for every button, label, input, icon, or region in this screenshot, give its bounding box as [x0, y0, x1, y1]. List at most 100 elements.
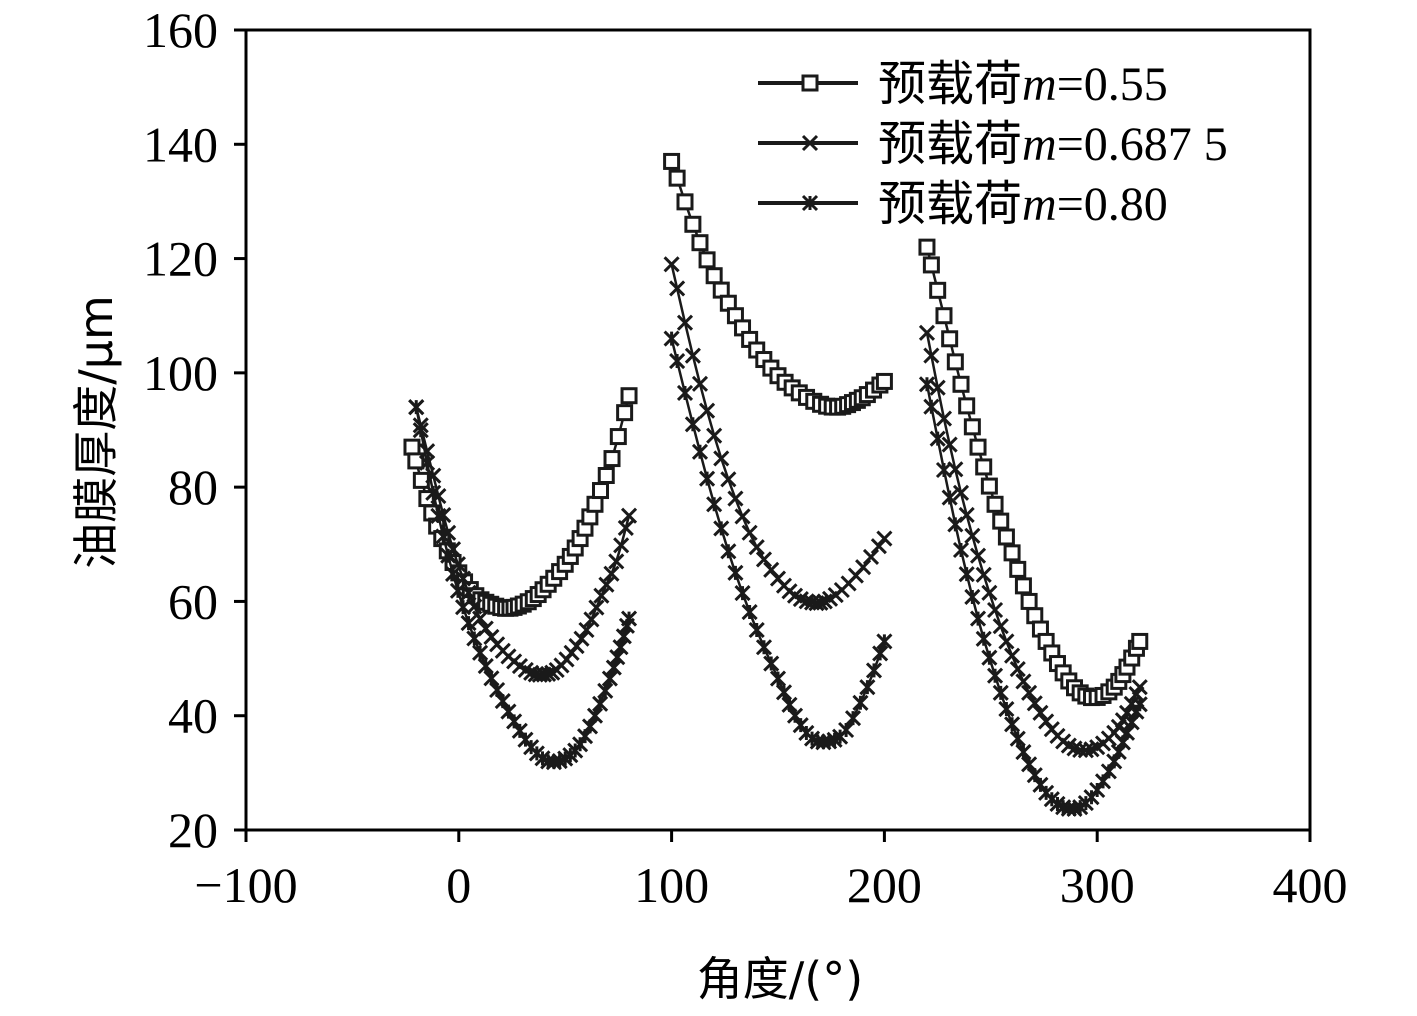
series-3-point — [918, 376, 936, 393]
y-axis-title: 油膜厚度/μm — [69, 295, 123, 569]
series-2-point — [935, 410, 953, 427]
y-tick-label: 160 — [143, 2, 218, 58]
series-1-point — [603, 450, 621, 468]
series-2-point — [1131, 679, 1148, 696]
series-2-point — [855, 559, 872, 576]
series-1-point — [597, 467, 615, 485]
legend-label-3: 预载荷m=0.80 — [878, 176, 1168, 232]
series-3-point — [952, 541, 970, 559]
series-2-point — [1032, 704, 1049, 721]
series-layer — [403, 152, 1149, 818]
series-3-point — [720, 543, 737, 560]
series-1-point — [609, 428, 627, 446]
series-2-point — [748, 539, 765, 556]
x-tick-label: 0 — [446, 857, 471, 913]
series-3-point — [727, 564, 744, 581]
y-tick-label: 60 — [168, 573, 218, 629]
series-2-point — [472, 610, 489, 627]
series-2-point — [862, 548, 880, 566]
series-2-point — [1009, 660, 1026, 678]
series-3-point — [865, 662, 883, 679]
series-3-point — [408, 399, 425, 416]
series-3-point — [981, 649, 998, 666]
series-1-point — [969, 438, 987, 456]
legend-marker-2 — [801, 134, 819, 152]
series-2-point — [975, 566, 992, 583]
series-2-point — [998, 633, 1015, 650]
series-3-point — [706, 496, 723, 513]
series-2-point — [419, 443, 436, 460]
series-3-point — [769, 670, 787, 687]
series-3-point — [975, 630, 992, 647]
series-2-point — [573, 630, 590, 647]
y-tick-label: 80 — [168, 459, 218, 515]
series-2-point — [663, 256, 680, 273]
series-3-point — [969, 610, 987, 627]
x-axis-title: 角度/(°) — [697, 952, 863, 1006]
x-tick-label: 400 — [1273, 857, 1348, 913]
series-1-point — [1014, 577, 1032, 595]
series-3-point — [1009, 730, 1026, 747]
series-3-line — [670, 338, 886, 744]
series-2-point — [669, 280, 686, 297]
series-2-point — [706, 427, 723, 444]
x-tick-label: −100 — [194, 857, 297, 913]
series-2 — [408, 256, 1148, 759]
series-3-point — [844, 710, 862, 727]
series-1-point — [1003, 544, 1021, 562]
series-3-point — [612, 639, 629, 656]
series-3-point — [1004, 716, 1021, 733]
legend-label-1: 预载荷m=0.55 — [878, 56, 1168, 112]
series-2-point — [699, 402, 716, 419]
series-3-point — [620, 610, 638, 627]
series-2-point — [1015, 673, 1032, 690]
series-3-point — [947, 516, 964, 533]
series-3-point — [663, 330, 680, 347]
series-2-point — [986, 601, 1004, 619]
series-3-point — [992, 684, 1009, 701]
y-tick-label: 100 — [143, 345, 218, 401]
series-1-point — [958, 397, 976, 415]
series-1-point — [684, 215, 702, 233]
series-2-point — [876, 530, 893, 547]
series-2-point — [923, 347, 940, 364]
series-1-point — [963, 418, 981, 436]
series-3-point — [412, 422, 429, 439]
series-2-point — [918, 324, 936, 341]
series-1-point — [1009, 560, 1027, 578]
x-tick-label: 100 — [634, 857, 709, 913]
series-1-point — [1020, 592, 1038, 610]
series-2-point — [588, 599, 605, 616]
series-3-point — [998, 700, 1015, 718]
series-2-point — [603, 565, 620, 582]
series-1-point — [691, 234, 709, 252]
series-3-point — [859, 679, 876, 696]
series-3-point — [838, 721, 855, 739]
series-3-point — [734, 585, 751, 602]
series-1-point — [403, 438, 421, 456]
series-3-line — [414, 406, 631, 764]
series-2-point — [734, 508, 751, 525]
series-2-point — [755, 551, 773, 568]
series-2-point — [1021, 684, 1038, 701]
series-2-point — [812, 594, 829, 611]
series-3-point — [852, 694, 869, 711]
legend-marker-1 — [801, 74, 819, 92]
series-2-point — [613, 537, 630, 554]
series-1-point — [935, 307, 953, 325]
y-tick-label: 120 — [143, 231, 218, 287]
series-1-point — [875, 372, 893, 390]
series-1-point — [986, 495, 1004, 513]
series-3-point — [713, 520, 730, 537]
series-3-point — [964, 588, 981, 606]
series-2-point — [741, 524, 758, 541]
series-2-point — [598, 576, 615, 593]
series-1-point — [997, 528, 1015, 546]
series-3-point — [472, 644, 489, 661]
series-1-point — [407, 452, 425, 470]
series-1-point — [616, 404, 634, 422]
series-3-point — [763, 655, 780, 672]
